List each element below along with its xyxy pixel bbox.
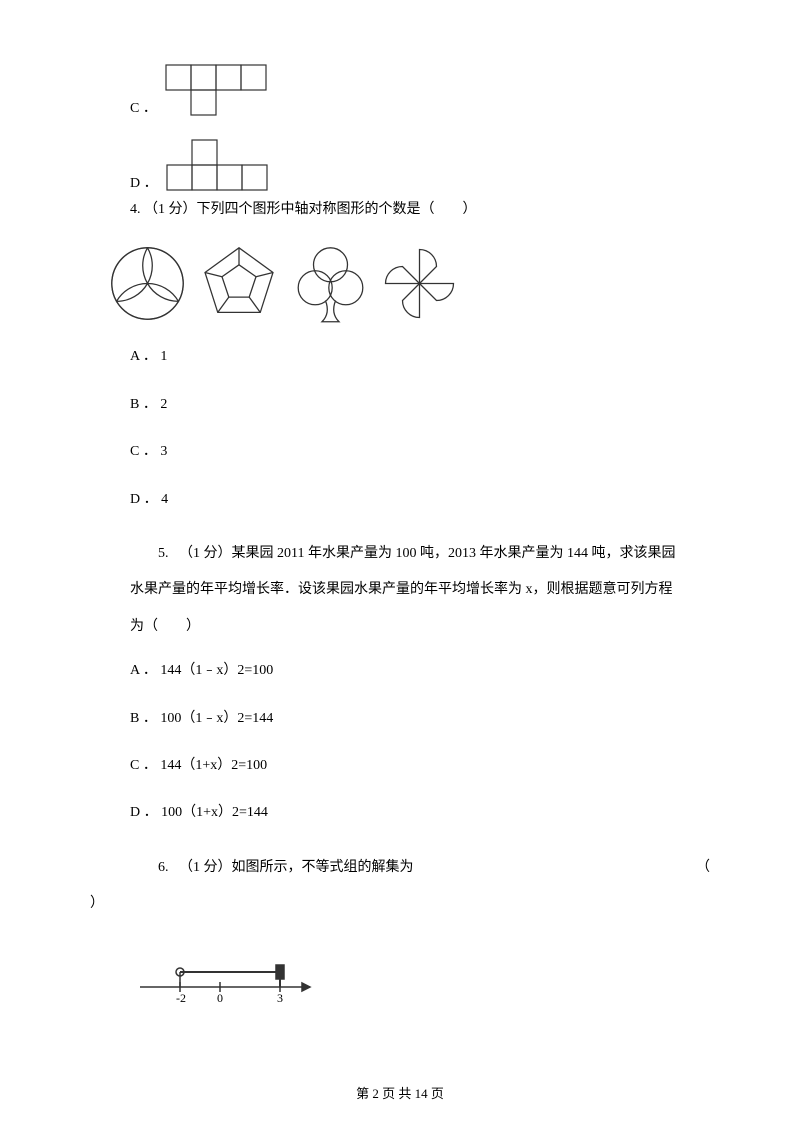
q5-option-d: D ． 100（1+x）2=144 [130, 802, 710, 824]
q6-line1-left: 6. （1 分）如图所示，不等式组的解集为 [130, 850, 414, 886]
q4-figure-1 [105, 241, 190, 326]
q3-option-d: D ． [130, 135, 710, 195]
q5-options: A ． 144（1﹣x）2=100 B ． 100（1﹣x）2=144 C ． … [90, 660, 710, 825]
q4-text: 4. （1 分）下列四个图形中轴对称图形的个数是（ ） [130, 199, 710, 221]
q4-option-a: A ． 1 [130, 346, 710, 368]
q5-option-a: A ． 144（1﹣x）2=100 [130, 660, 710, 682]
q4-option-d: D ． 4 [130, 489, 710, 511]
option-c-label: C ． [130, 98, 157, 120]
numline-neg2: -2 [176, 991, 186, 1005]
q6-line2: ） [90, 896, 104, 911]
q4-option-c: C ． 3 [130, 441, 710, 463]
cube-net-d [162, 135, 292, 195]
numline-three: 3 [277, 991, 283, 1005]
q3-option-c: C ． [130, 60, 710, 120]
cube-net-c [161, 60, 291, 120]
q4-option-b: B ． 2 [130, 394, 710, 416]
q5-line2: 水果产量的年平均增长率．设该果园水果产量的年平均增长率为 x，则根据题意可列方程 [130, 582, 673, 597]
q6-number-line: -2 0 3 [130, 947, 710, 1015]
q5-line3: 为（ ） [130, 619, 200, 634]
q4-options: A ． 1 B ． 2 C ． 3 D ． 4 [90, 346, 710, 511]
q4-figure-4 [377, 241, 462, 326]
page-content: C ． D ． 4. （1 分）下列四个图形中轴对称图形的个数是（ ） [0, 0, 800, 1056]
q5-text: 5. （1 分）某果园 2011 年水果产量为 100 吨，2013 年水果产量… [130, 536, 710, 645]
q5-option-b: B ． 100（1﹣x）2=144 [130, 708, 710, 730]
q6-line1-right: （ [696, 850, 710, 886]
page-footer: 第 2 页 共 14 页 [0, 1083, 800, 1102]
option-d-label: D ． [130, 173, 158, 195]
numline-zero: 0 [217, 991, 223, 1005]
q4-figures [105, 241, 710, 326]
q4-figure-3 [288, 241, 373, 326]
q6-text: 6. （1 分）如图所示，不等式组的解集为 （ ） [130, 850, 710, 923]
q5-line1: 5. （1 分）某果园 2011 年水果产量为 100 吨，2013 年水果产量… [130, 536, 710, 572]
q5-option-c: C ． 144（1+x）2=100 [130, 755, 710, 777]
q4-figure-2 [194, 241, 284, 326]
